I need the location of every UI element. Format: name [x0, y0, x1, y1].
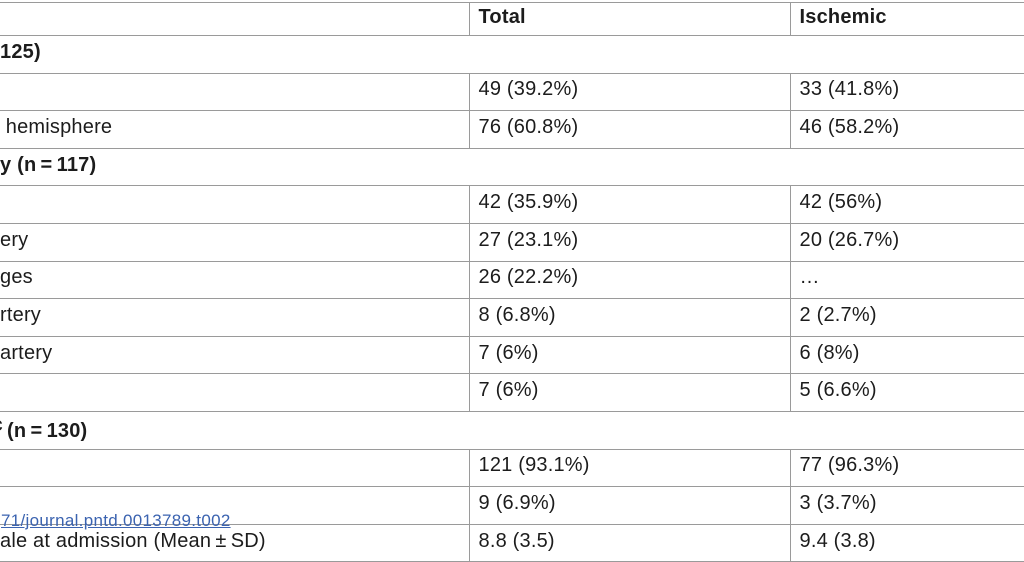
ischemic-value: 9.4 (3.8) — [789, 524, 1024, 562]
total-value: 76 (60.8%) — [468, 110, 790, 149]
section-row: c(n = 130) — [0, 411, 1024, 450]
table-row: artery 7 (6%) 6 (8%) — [0, 336, 1024, 375]
row-label — [0, 449, 469, 488]
table-row: ery 27 (23.1%) 20 (26.7%) — [0, 223, 1024, 262]
ischemic-value: 42 (56%) — [789, 185, 1024, 224]
total-value: 42 (35.9%) — [468, 185, 790, 224]
table-row: 9 (6.9%) 3 (3.7%) — [0, 486, 1024, 525]
table-row: ges 26 (22.2%) … — [0, 261, 1024, 300]
total-value: 27 (23.1%) — [468, 223, 790, 262]
ischemic-value: 5 (6.6%) — [789, 373, 1024, 412]
ischemic-value: 6 (8%) — [789, 336, 1024, 375]
ischemic-value: 3 (3.7%) — [789, 486, 1024, 525]
ischemic-value: 46 (58.2%) — [789, 110, 1024, 149]
section-label: 125) — [0, 35, 1024, 74]
row-label — [0, 486, 469, 525]
total-value: 121 (93.1%) — [468, 449, 790, 488]
total-value: 8.8 (3.5) — [468, 524, 790, 562]
row-label — [0, 185, 469, 224]
row-label: ges — [0, 261, 469, 300]
section-label-cell: c(n = 130) — [0, 411, 1024, 450]
row-label — [0, 373, 469, 412]
table-row: 7 (6%) 5 (6.6%) — [0, 373, 1024, 412]
table-row: rtery 8 (6.8%) 2 (2.7%) — [0, 298, 1024, 337]
total-value: 7 (6%) — [468, 336, 790, 375]
table-row: 42 (35.9%) 42 (56%) — [0, 185, 1024, 224]
total-value: 7 (6%) — [468, 373, 790, 412]
total-value: 26 (22.2%) — [468, 261, 790, 300]
row-label: rtery — [0, 298, 469, 337]
ischemic-value: 20 (26.7%) — [789, 223, 1024, 262]
table-row: hemisphere 76 (60.8%) 46 (58.2%) — [0, 110, 1024, 149]
section-label: y (n = 117) — [0, 148, 1024, 187]
ischemic-value: … — [789, 261, 1024, 300]
ischemic-value: 33 (41.8%) — [789, 73, 1024, 112]
doi-link[interactable]: 71/journal.pntd.0013789.t002 — [1, 511, 231, 530]
clipped-letter-fragment: c — [0, 414, 3, 437]
section-row: 125) — [0, 35, 1024, 74]
row-label: ery — [0, 223, 469, 262]
ischemic-value: 2 (2.7%) — [789, 298, 1024, 337]
doi-caption: 71/journal.pntd.0013789.t002 — [1, 511, 231, 531]
header-total-cell: Total — [468, 2, 790, 36]
table-row: 121 (93.1%) 77 (96.3%) — [0, 449, 1024, 488]
section-row: y (n = 117) — [0, 148, 1024, 187]
table-header-row: Total Ischemic — [0, 2, 1024, 36]
table-row: 49 (39.2%) 33 (41.8%) — [0, 73, 1024, 112]
total-value: 9 (6.9%) — [468, 486, 790, 525]
row-label: hemisphere — [0, 110, 469, 149]
ischemic-value: 77 (96.3%) — [789, 449, 1024, 488]
row-label: artery — [0, 336, 469, 375]
header-ischemic-cell: Ischemic — [789, 2, 1024, 36]
total-value: 8 (6.8%) — [468, 298, 790, 337]
header-label-cell — [0, 2, 469, 36]
total-value: 49 (39.2%) — [468, 73, 790, 112]
row-label — [0, 73, 469, 112]
section-label: (n = 130) — [7, 419, 88, 442]
